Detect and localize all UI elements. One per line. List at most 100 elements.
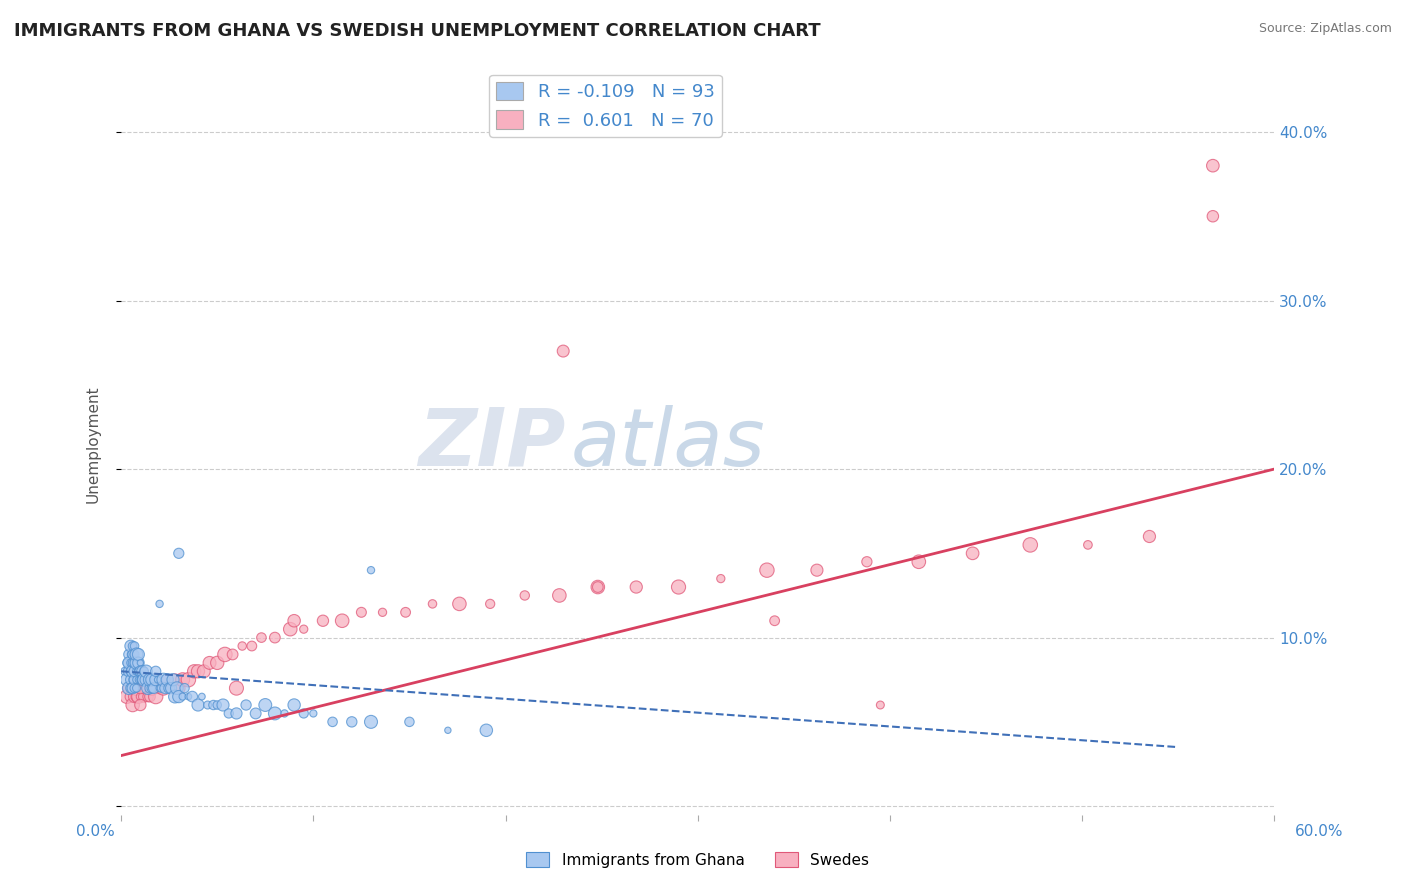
Point <box>121 673 143 687</box>
Point <box>146 673 169 687</box>
Point <box>264 706 287 721</box>
Point <box>360 563 382 577</box>
Point <box>553 344 575 359</box>
Point <box>129 673 152 687</box>
Point <box>340 714 363 729</box>
Point <box>139 690 162 704</box>
Point <box>118 681 141 695</box>
Point <box>115 656 138 670</box>
Point <box>125 681 148 695</box>
Point <box>118 681 141 695</box>
Point <box>120 690 142 704</box>
Point <box>125 648 148 662</box>
Point <box>136 673 159 687</box>
Point <box>225 681 247 695</box>
Point <box>167 546 190 560</box>
Point <box>152 681 174 695</box>
Point <box>118 665 141 679</box>
Point <box>156 673 179 687</box>
Point <box>207 656 229 670</box>
Point <box>150 681 173 695</box>
Point <box>202 698 225 712</box>
Point <box>173 681 195 695</box>
Point <box>120 656 142 670</box>
Point <box>907 555 929 569</box>
Point <box>125 656 148 670</box>
Point <box>145 673 167 687</box>
Point <box>869 698 891 712</box>
Point <box>121 656 143 670</box>
Point <box>548 589 571 603</box>
Point <box>668 580 690 594</box>
Point <box>437 723 460 738</box>
Text: atlas: atlas <box>571 405 766 483</box>
Point <box>191 690 214 704</box>
Point <box>1202 209 1225 223</box>
Point <box>124 690 146 704</box>
Point <box>163 673 186 687</box>
Point <box>264 631 287 645</box>
Point <box>120 673 142 687</box>
Legend: R = -0.109   N = 93, R =  0.601   N = 70: R = -0.109 N = 93, R = 0.601 N = 70 <box>489 75 721 136</box>
Point <box>131 665 153 679</box>
Point <box>115 690 138 704</box>
Point <box>125 690 148 704</box>
Point <box>125 665 148 679</box>
Point <box>127 665 149 679</box>
Point <box>124 639 146 653</box>
Point <box>181 690 204 704</box>
Point <box>127 690 149 704</box>
Point <box>142 681 165 695</box>
Point <box>166 681 188 695</box>
Point <box>127 673 149 687</box>
Y-axis label: Unemployment: Unemployment <box>86 385 100 502</box>
Point <box>118 648 141 662</box>
Point <box>148 681 170 695</box>
Point <box>135 681 157 695</box>
Point <box>1019 538 1042 552</box>
Point <box>134 690 156 704</box>
Point <box>586 580 609 594</box>
Point <box>172 690 194 704</box>
Point <box>586 580 609 594</box>
Text: Source: ZipAtlas.com: Source: ZipAtlas.com <box>1258 22 1392 36</box>
Point <box>156 673 179 687</box>
Point <box>120 665 142 679</box>
Point <box>322 714 344 729</box>
Point <box>162 673 184 687</box>
Point <box>245 706 267 721</box>
Point <box>124 673 146 687</box>
Point <box>856 555 879 569</box>
Point <box>152 673 174 687</box>
Point <box>240 639 263 653</box>
Point <box>120 648 142 662</box>
Point <box>302 706 325 721</box>
Point <box>121 665 143 679</box>
Point <box>129 698 152 712</box>
Point <box>114 665 136 679</box>
Point <box>513 589 536 603</box>
Point <box>250 631 273 645</box>
Point <box>214 648 236 662</box>
Point <box>121 639 143 653</box>
Point <box>135 665 157 679</box>
Point <box>1077 538 1099 552</box>
Point <box>187 665 209 679</box>
Point <box>806 563 828 577</box>
Point <box>193 665 215 679</box>
Point <box>360 714 382 729</box>
Point <box>148 681 170 695</box>
Point <box>134 665 156 679</box>
Point <box>398 714 420 729</box>
Point <box>121 681 143 695</box>
Point <box>129 656 152 670</box>
Point <box>177 673 200 687</box>
Point <box>292 622 315 636</box>
Point <box>198 656 221 670</box>
Point <box>475 723 498 738</box>
Point <box>312 614 335 628</box>
Point <box>145 690 167 704</box>
Point <box>479 597 502 611</box>
Point <box>125 681 148 695</box>
Point <box>626 580 648 594</box>
